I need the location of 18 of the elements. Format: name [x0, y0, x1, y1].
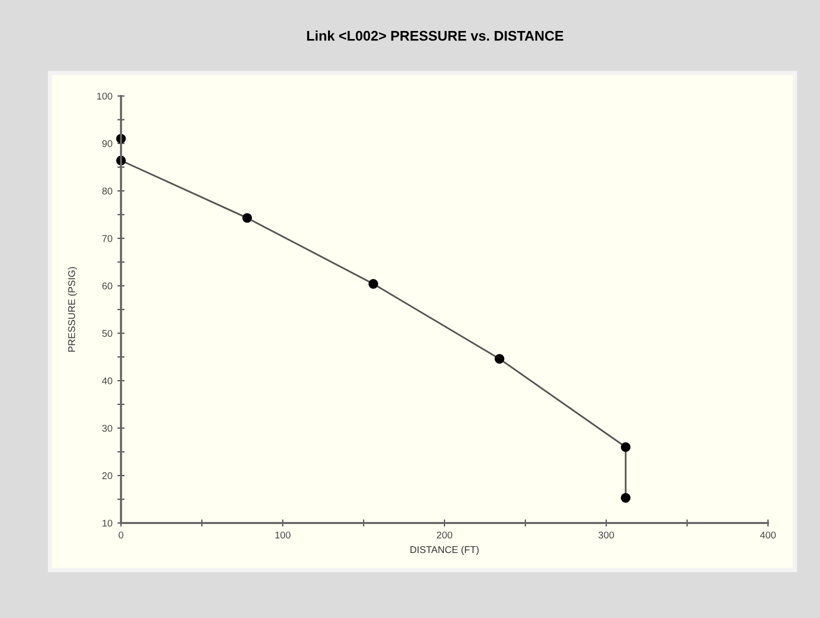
y-tick-label: 40: [102, 377, 112, 384]
y-tick-label: 70: [102, 235, 112, 242]
y-tick-label: 20: [102, 472, 112, 480]
x-tick-label: 400: [760, 532, 776, 538]
x-tick-label: 300: [598, 532, 614, 538]
x-tick-label: 100: [275, 532, 290, 538]
y-tick-label: 10: [102, 520, 112, 527]
y-tick-label: 90: [102, 140, 112, 148]
y-tick-label: 80: [102, 188, 112, 195]
x-tick-label: 200: [436, 532, 452, 538]
y-tick-label: 100: [97, 92, 112, 100]
chart-title: Link <L002> PRESSURE vs. DISTANCE: [307, 30, 564, 41]
x-tick-label: 0: [118, 532, 124, 538]
y-tick-label: 30: [102, 424, 112, 432]
x-axis-title: DISTANCE (FT): [410, 546, 479, 556]
y-tick-label: 60: [102, 282, 112, 290]
y-axis-title: PRESSURE (PSIG): [68, 267, 77, 352]
y-tick-label: 50: [102, 330, 112, 337]
